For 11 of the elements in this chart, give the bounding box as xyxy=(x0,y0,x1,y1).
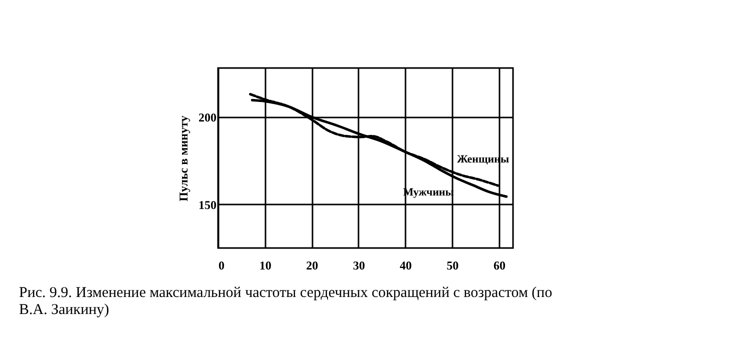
x-tick-label: 20 xyxy=(306,258,318,272)
x-tick-label: 0 xyxy=(218,258,224,272)
x-tick-label: 10 xyxy=(259,258,272,272)
y-tick-label: 200 xyxy=(198,110,216,124)
x-tick-label: 50 xyxy=(446,258,459,272)
text: Рис. 9.9. Изменение максимальной частоты сердечных сокращений с возрастом (по В.А. Заикину) xyxy=(19,285,552,318)
y-axis-title: Пульс в минуту xyxy=(176,116,190,202)
y-tick-label: 150 xyxy=(198,198,216,212)
x-tick-label: 60 xyxy=(493,258,506,272)
x-tick-label: 40 xyxy=(400,258,412,272)
x-tick-label: 30 xyxy=(352,258,365,272)
